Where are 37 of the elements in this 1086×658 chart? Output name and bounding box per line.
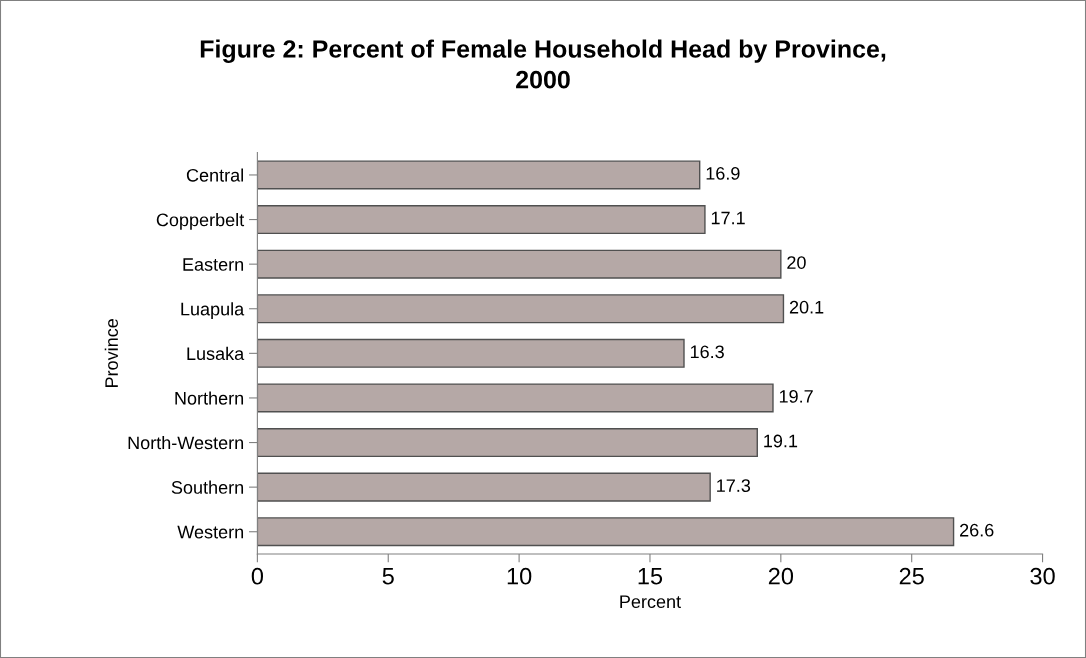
y-tick-label: North-Western — [128, 436, 244, 450]
bar — [257, 205, 706, 235]
bar — [257, 472, 711, 502]
y-tick-label: Copperbelt — [156, 213, 245, 230]
y-tick-label: Lusaka — [187, 346, 245, 361]
x-tick-label: 30 — [1030, 567, 1055, 585]
bar — [257, 338, 685, 368]
data-label: 16.3 — [690, 345, 724, 359]
data-label: 20.1 — [789, 300, 824, 314]
data-label: 19.1 — [764, 434, 798, 448]
x-axis-title: Percent — [620, 595, 681, 609]
bar — [257, 294, 785, 324]
bar — [257, 428, 758, 458]
data-label: 20 — [787, 256, 806, 269]
y-tick-label: Central — [186, 168, 243, 182]
bar — [257, 517, 955, 547]
y-tick-label: Eastern — [183, 258, 244, 271]
data-label: 19.7 — [779, 390, 813, 403]
data-label: 16.9 — [706, 167, 740, 180]
bar — [257, 383, 774, 413]
x-tick-label: 25 — [899, 567, 924, 585]
data-label: 17.1 — [711, 211, 745, 225]
data-label: 26.6 — [960, 523, 994, 537]
x-tick-label: 10 — [507, 567, 532, 585]
bar — [257, 160, 701, 190]
y-tick-label: Northern — [175, 391, 244, 405]
bar — [257, 249, 782, 279]
y-tick-label: Luapula — [181, 302, 245, 320]
y-axis-title: Province — [104, 319, 118, 387]
y-tick-label: Western — [177, 525, 244, 539]
data-label: 17.3 — [717, 479, 751, 492]
x-tick-label: 0 — [251, 567, 264, 585]
y-tick-label: Southern — [171, 480, 244, 494]
chart-title: Figure 2: Percent of Female Household Head by Province, 2000 — [200, 39, 886, 89]
x-tick-label: 20 — [768, 567, 794, 585]
x-tick-label: 5 — [382, 568, 394, 585]
x-tick-label: 15 — [638, 568, 663, 585]
